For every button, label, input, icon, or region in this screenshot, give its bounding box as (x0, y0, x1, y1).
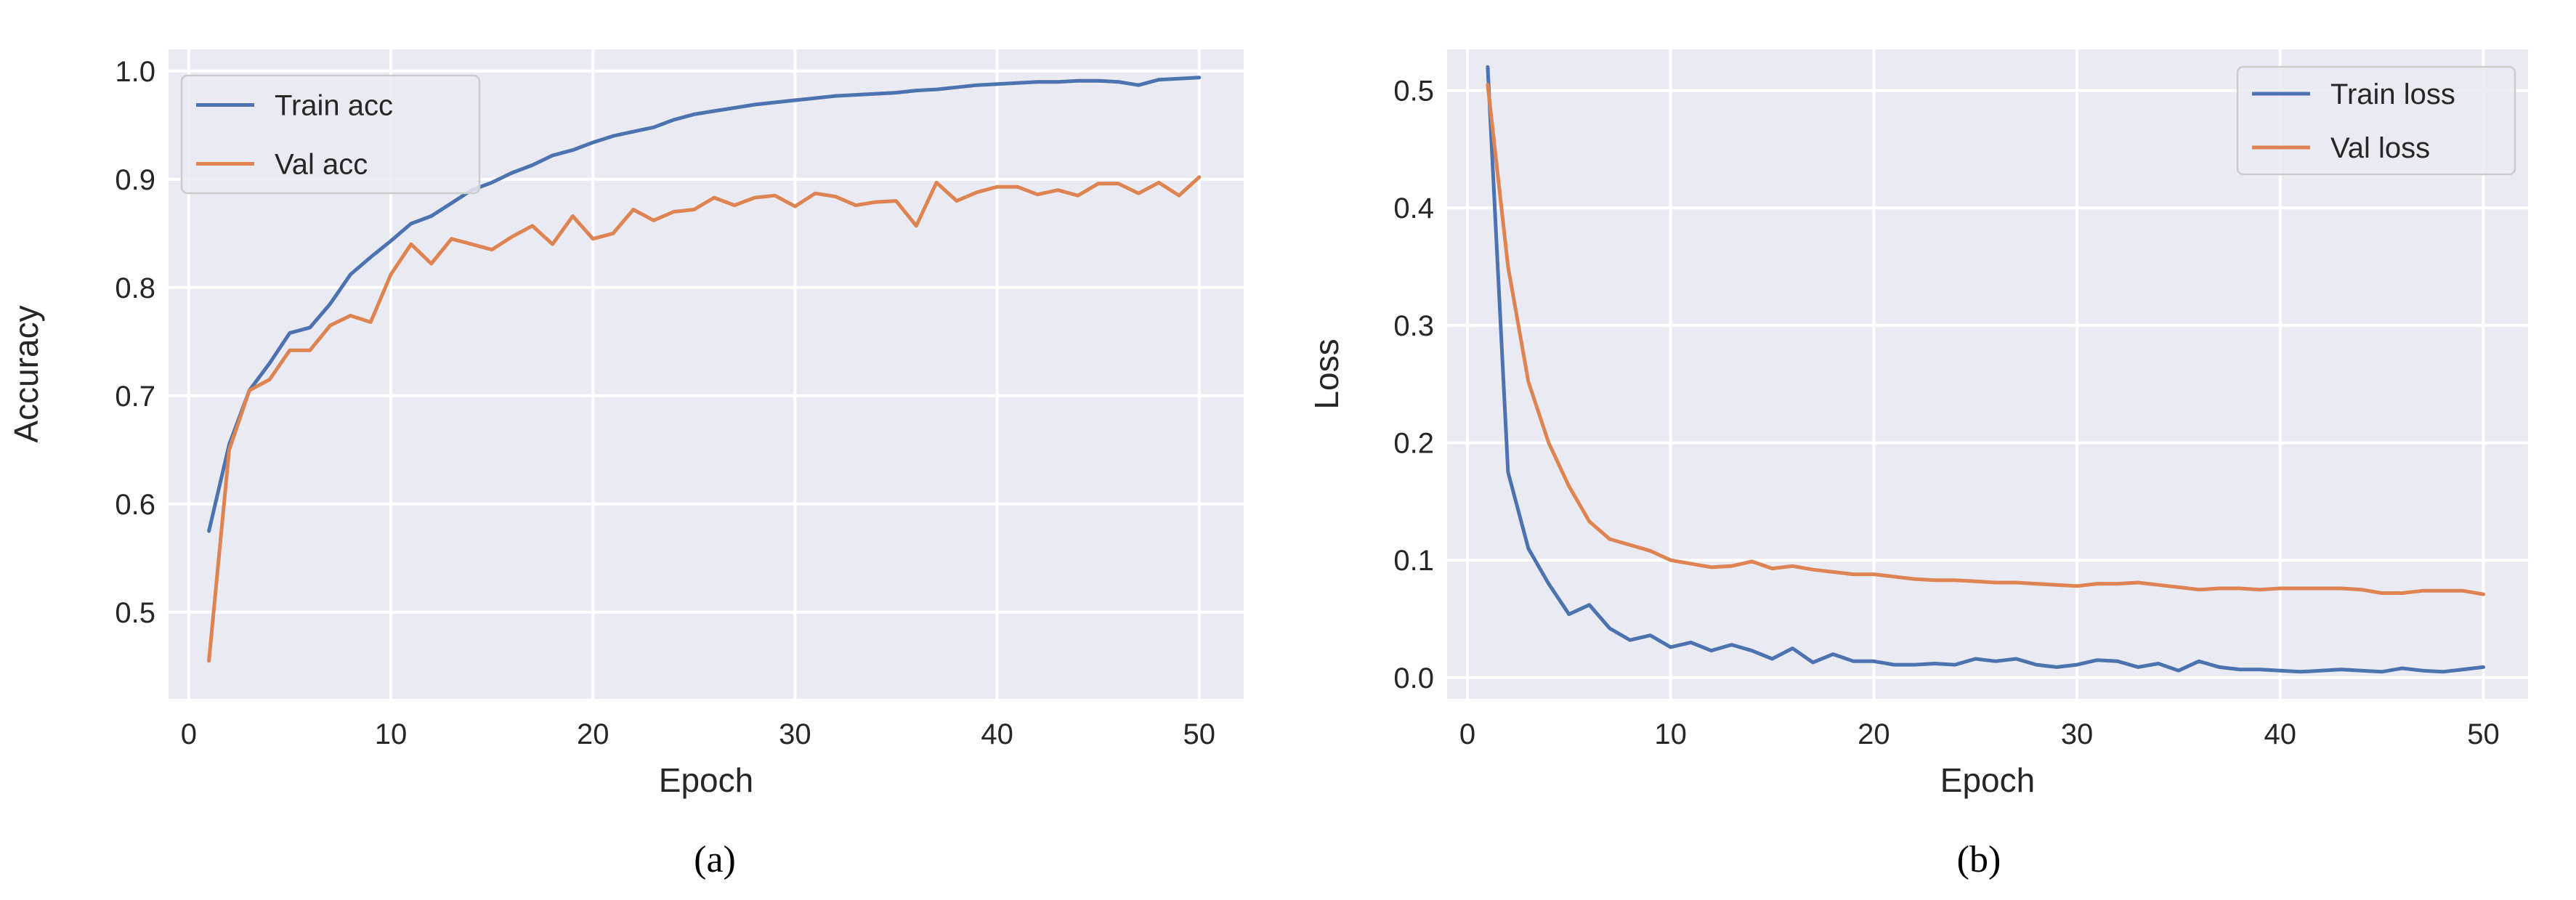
panel-caption: (b) (1957, 839, 2001, 880)
y-tick-label: 0.6 (115, 489, 155, 521)
chart-panel-1: 0 10 20 30 40 50 0.5 0.6 0.7 0.8 0.9 1.0 Epoch Accura… (7, 49, 1244, 880)
legend-label: Train loss (2330, 78, 2455, 110)
series-line-1 (207, 76, 1202, 533)
x-tick-label: 10 (1654, 718, 1687, 750)
y-tick-label: 0.1 (1393, 545, 1434, 577)
y-axis-label: Loss (1308, 338, 1345, 409)
panel-caption: (a) (694, 839, 736, 880)
legend-label: Val acc (275, 149, 368, 181)
legend-box (180, 74, 481, 195)
x-axis-label: Epoch (1940, 761, 2035, 799)
y-tick-label: 0.4 (1393, 192, 1434, 224)
series-line-2 (207, 175, 1202, 663)
legend-label: Val loss (2330, 132, 2430, 164)
x-tick-label: 30 (779, 718, 811, 750)
y-tick-label: 0.9 (115, 164, 155, 196)
x-tick-label: 0 (1459, 718, 1475, 750)
y-axis-label: Accuracy (7, 305, 45, 442)
y-tick-label: 0.3 (1393, 310, 1434, 342)
legend: Train acc Val acc (180, 74, 481, 195)
y-tick-label: 0.0 (1393, 662, 1434, 694)
legend-label: Train acc (275, 90, 393, 122)
y-tick-label: 1.0 (115, 56, 155, 88)
x-tick-label: 0 (181, 718, 197, 750)
series-line-2 (1486, 83, 2485, 596)
x-tick-label: 40 (2264, 718, 2297, 750)
x-tick-label: 20 (577, 718, 609, 750)
x-axis-label: Epoch (659, 761, 753, 799)
x-tick-label: 50 (1183, 718, 1216, 750)
x-tick-label: 20 (1858, 718, 1890, 750)
x-tick-label: 10 (375, 718, 408, 750)
y-tick-label: 0.5 (1393, 76, 1434, 108)
y-tick-label: 0.7 (115, 381, 155, 413)
x-tick-label: 50 (2467, 718, 2500, 750)
chart-panel-2: 0 10 20 30 40 50 0.0 0.1 0.2 0.3 0.4 0.5 Epoch Loss Tr… (1308, 49, 2528, 880)
x-tick-label: 40 (981, 718, 1013, 750)
y-tick-label: 0.5 (115, 597, 155, 629)
legend: Train loss Val loss (2236, 65, 2516, 176)
series-line-1 (1486, 65, 2485, 674)
y-tick-label: 0.2 (1393, 428, 1434, 460)
x-tick-label: 30 (2061, 718, 2094, 750)
y-tick-label: 0.8 (115, 272, 155, 304)
